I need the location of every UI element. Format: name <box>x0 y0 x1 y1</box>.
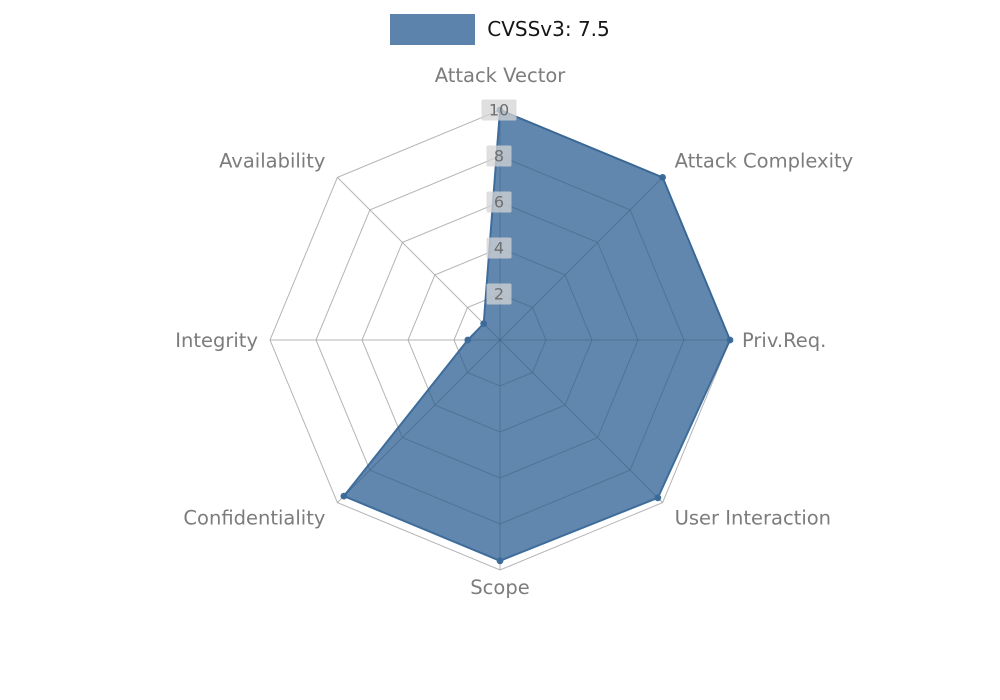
axis-label-scope: Scope <box>470 576 529 599</box>
grid-spoke-overlay <box>499 177 663 341</box>
series-marker <box>480 320 488 328</box>
radial-tick-box <box>486 237 512 259</box>
axis-label-user-interaction: User Interaction <box>675 507 831 530</box>
radial-tick-box <box>486 283 512 305</box>
series-marker <box>654 494 662 502</box>
grid-ring-overlay <box>453 293 547 387</box>
radial-tick-label: 4 <box>494 239 504 258</box>
grid-spoke-overlay <box>337 339 501 503</box>
grid-spoke <box>337 177 501 341</box>
grid-spoke-overlay <box>337 177 501 341</box>
axis-label-availability: Availability <box>219 149 325 172</box>
axis-label-attack-complexity: Attack Complexity <box>675 149 854 172</box>
axis-label-priv-req: Priv.Req. <box>742 329 826 352</box>
radial-tick-label: 8 <box>494 147 504 166</box>
radial-tick-box <box>481 99 517 121</box>
axis-label-attack-vector: Attack Vector <box>435 64 567 87</box>
series-polygon <box>342 109 731 562</box>
radial-tick-label: 6 <box>494 193 504 212</box>
grid-ring-overlay <box>407 247 593 433</box>
series-marker <box>726 336 734 344</box>
axis-label-confidentiality: Confidentiality <box>183 507 325 530</box>
radial-tick-box <box>486 191 512 213</box>
series-marker <box>496 557 504 565</box>
axis-label-integrity: Integrity <box>175 329 258 352</box>
series-marker <box>464 336 472 344</box>
grid-ring-overlay <box>269 109 731 571</box>
radial-tick-box <box>486 145 512 167</box>
grid-ring-overlay <box>361 201 639 479</box>
radial-tick-label: 10 <box>489 101 509 120</box>
radial-tick-label: 2 <box>494 285 504 304</box>
grid-ring-overlay <box>315 155 685 525</box>
series-marker <box>659 174 666 181</box>
series-marker <box>340 492 348 500</box>
grid-spoke-overlay <box>499 339 663 503</box>
